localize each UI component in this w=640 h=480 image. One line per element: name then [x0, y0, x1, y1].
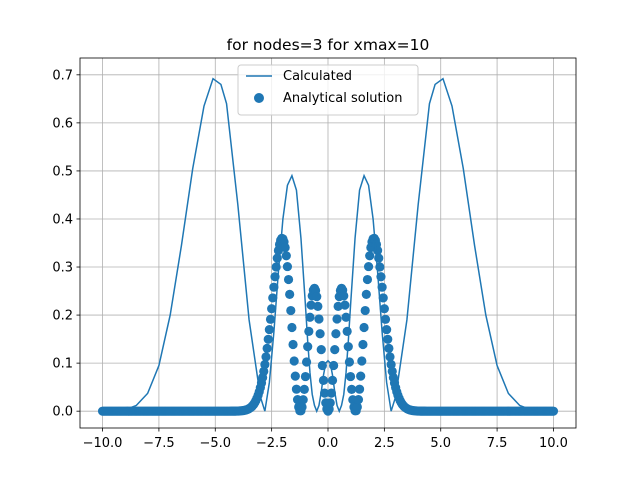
scatter-point	[280, 242, 290, 253]
x-tick-label: 7.5	[487, 436, 508, 451]
y-tick-label: 0.5	[52, 164, 73, 179]
scatter-point	[305, 312, 315, 322]
scatter-point	[379, 304, 389, 314]
scatter-point	[363, 261, 374, 272]
scatter-point	[342, 326, 352, 336]
scatter-point	[347, 384, 357, 395]
scatter-point	[382, 324, 392, 335]
scatter-point	[385, 352, 395, 362]
scatter-point	[282, 261, 293, 272]
scatter-point	[356, 371, 366, 381]
line-series-calculated	[102, 77, 554, 414]
scatter-point	[286, 305, 296, 316]
x-tick-label: −7.5	[143, 436, 175, 451]
x-tick-label: 2.5	[374, 436, 395, 451]
x-tick-label: −2.5	[256, 436, 288, 451]
y-tick-label: 0.7	[52, 68, 73, 83]
scatter-point	[269, 282, 279, 292]
scatter-point	[265, 314, 276, 324]
scatter-point	[378, 293, 388, 303]
legend: Calculated Analytical solution	[237, 64, 419, 116]
scatter-point	[316, 345, 326, 355]
scatter-point	[362, 274, 373, 285]
scatter-point	[361, 289, 371, 299]
scatter-point	[288, 339, 298, 350]
scatter-point	[340, 300, 350, 310]
scatter-point	[298, 395, 308, 405]
scatter-point	[312, 292, 322, 302]
scatter-point	[285, 289, 295, 299]
scatter-point	[353, 395, 364, 405]
scatter-point	[354, 384, 365, 394]
scatter-point	[331, 329, 341, 339]
legend-label-analytical: Analytical solution	[283, 91, 402, 106]
scatter-point	[332, 314, 342, 324]
chart-title: for nodes=3 for xmax=10	[227, 36, 430, 54]
scatter-point	[291, 384, 302, 394]
scatter-point	[320, 388, 330, 398]
x-tick-label: 0.0	[318, 436, 339, 451]
scatter-point	[326, 388, 336, 398]
scatter-point	[358, 339, 368, 350]
scatter-point	[262, 343, 272, 354]
scatter-point	[299, 384, 309, 395]
scatter-point	[380, 314, 391, 324]
scatter-point	[339, 291, 349, 301]
x-tick-label: −5.0	[199, 436, 231, 451]
scatter-point	[330, 345, 340, 355]
scatter-point	[281, 251, 291, 261]
scatter-point	[359, 322, 369, 333]
scatter-point	[314, 314, 324, 324]
scatter-point	[289, 356, 299, 366]
scatter-point	[259, 366, 269, 376]
y-tick-label: 0.0	[52, 405, 73, 420]
scatter-point	[386, 359, 396, 370]
scatter-point	[341, 312, 351, 322]
x-tick-label: 5.0	[430, 436, 451, 451]
scatter-point	[268, 293, 278, 303]
y-tick-label: 0.4	[52, 212, 73, 227]
scatter-point	[360, 305, 370, 316]
scatter-point	[313, 301, 323, 311]
scatter-point	[297, 402, 307, 412]
scatter-point	[315, 329, 325, 339]
legend-label-calculated: Calculated	[283, 69, 352, 84]
scatter-point	[263, 334, 273, 344]
legend-box	[237, 64, 419, 116]
x-tick-label: 10.0	[539, 436, 568, 451]
scatter-point	[357, 356, 367, 366]
scatter-point	[290, 371, 300, 381]
scatter-point	[264, 324, 274, 335]
y-axis: 0.0 0.1 0.2 0.3 0.4 0.5 0.6 0.7	[52, 68, 80, 420]
scatter-point	[283, 274, 294, 285]
scatter-point	[300, 371, 311, 382]
scatter-point	[548, 406, 559, 416]
scatter-point	[325, 398, 335, 408]
scatter-point	[352, 402, 362, 412]
scatter-point	[365, 251, 375, 261]
scatter-point	[261, 352, 271, 362]
x-axis: −10.0 −7.5 −5.0 −2.5 0.0 2.5 5.0 7.5 10.0	[83, 428, 568, 451]
y-tick-label: 0.1	[52, 357, 73, 372]
y-tick-label: 0.6	[52, 116, 73, 131]
x-tick-label: −10.0	[83, 436, 123, 451]
scatter-point	[267, 304, 277, 314]
scatter-point	[304, 326, 314, 336]
scatter-point	[287, 322, 297, 333]
scatter-point	[377, 282, 387, 292]
y-tick-label: 0.3	[52, 261, 73, 276]
legend-dot-marker	[254, 93, 264, 103]
scatter-point	[384, 343, 394, 354]
scatter-point	[383, 334, 393, 344]
scatter-point	[345, 371, 356, 382]
y-tick-label: 0.2	[52, 309, 73, 324]
scatter-point	[260, 359, 270, 370]
